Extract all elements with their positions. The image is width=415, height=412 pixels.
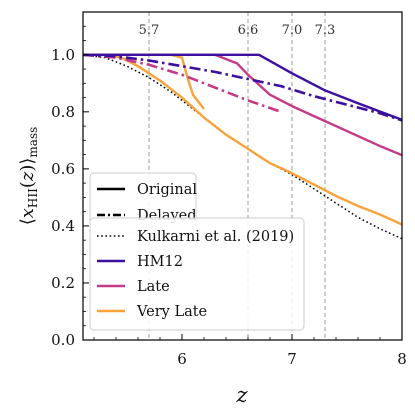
y-tick-label-0-6: 0.6 <box>51 160 75 178</box>
y-tick-label-0-2: 0.2 <box>51 274 75 292</box>
vline-label-7-0: 7.0 <box>282 23 303 38</box>
y-tick-label-1-0: 1.0 <box>51 46 75 64</box>
series-hm12-original <box>83 53 402 121</box>
legend-label-late: Late <box>137 279 170 295</box>
legend-label-original: Original <box>137 182 197 198</box>
y-tick-label-0-8: 0.8 <box>51 103 75 121</box>
vline-label-7-3: 7.3 <box>315 23 336 38</box>
series-layer <box>83 53 402 240</box>
y-tick-label-0-4: 0.4 <box>51 217 75 235</box>
vline-label-6-6: 6.6 <box>238 23 259 38</box>
y-tick-label-0-0: 0.0 <box>51 331 75 349</box>
series-late-delayed <box>83 53 282 114</box>
y-axis-label: ⟨xHII(z)⟩mass <box>17 127 40 226</box>
legend-label-very-late: Very Late <box>136 304 207 320</box>
series-hm12-delayed <box>83 53 402 122</box>
plot-frame <box>82 11 403 341</box>
series-late-original <box>83 53 402 157</box>
legend-models <box>89 217 305 331</box>
x-tick-label-8: 8 <box>397 350 407 368</box>
legend-label-kulkarni-et-al-2019: Kulkarni et al. (2019) <box>137 229 294 245</box>
axis-ticks: 6 7 8 0.0 0.2 0.4 0.6 0.8 1.0 <box>51 25 407 368</box>
vline-label-5-7: 5.7 <box>139 23 160 38</box>
legend-label-hm12: HM12 <box>137 254 183 270</box>
x-axis-label: z <box>235 383 248 407</box>
x-tick-label-6: 6 <box>177 350 187 368</box>
x-tick-label-7: 7 <box>287 350 297 368</box>
